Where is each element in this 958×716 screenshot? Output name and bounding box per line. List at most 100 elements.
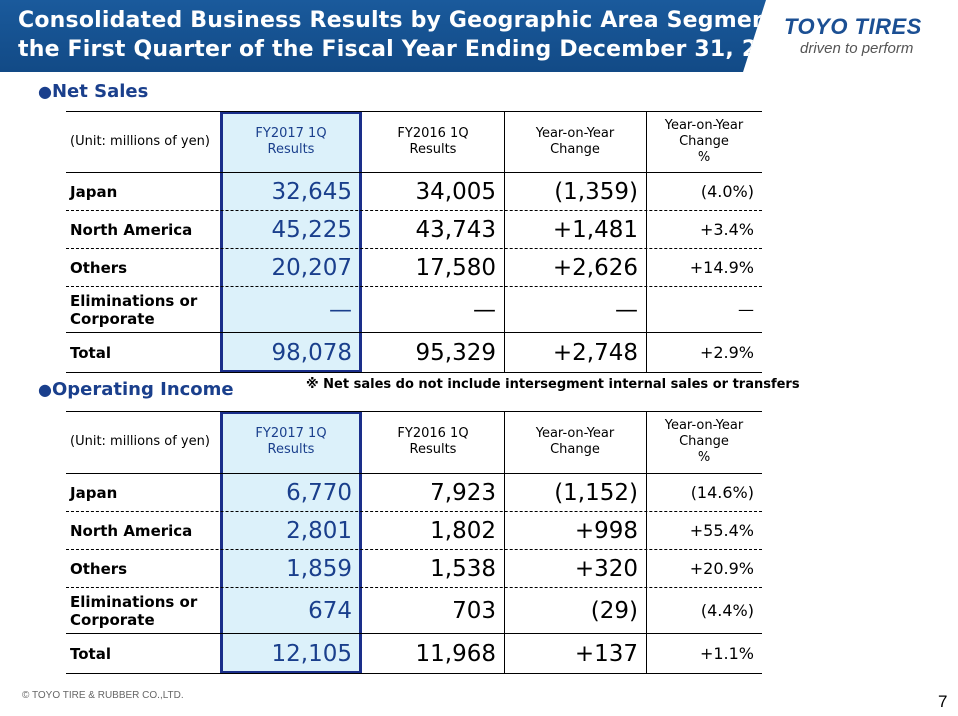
row-label: Eliminations or Corporate	[70, 592, 198, 629]
row-label: Total	[70, 644, 111, 663]
cell-fy2017: 674	[308, 597, 352, 624]
cell-yoy-change: +2,626	[552, 254, 638, 281]
table-rule	[66, 411, 762, 412]
cell-yoy-change: (29)	[590, 597, 638, 624]
cell-yoy-percent: +1.1%	[699, 644, 754, 663]
table-rule	[66, 372, 762, 373]
highlight-column	[220, 411, 362, 674]
cell-yoy-change: (1,359)	[554, 178, 638, 205]
cell-fy2017: 12,105	[271, 640, 352, 667]
title-bar: Consolidated Business Results by Geograp…	[0, 0, 766, 72]
column-header-yoy-change: Year-on-Year Change	[535, 426, 615, 457]
column-divider	[646, 111, 647, 373]
cell-fy2017: 98,078	[271, 339, 352, 366]
cell-fy2016: 7,923	[430, 479, 496, 506]
cell-fy2017: 20,207	[271, 254, 352, 281]
cell-yoy-percent: (4.4%)	[700, 601, 754, 620]
slide-title-line-1: Consolidated Business Results by Geograp…	[18, 8, 823, 33]
cell-yoy-percent: +55.4%	[689, 521, 754, 540]
cell-fy2016: 1,802	[430, 517, 496, 544]
cell-yoy-percent: +20.9%	[689, 559, 754, 578]
cell-yoy-percent: +2.9%	[699, 343, 754, 362]
unit-label: (Unit: millions of yen)	[70, 434, 210, 449]
logo-wordmark: TOYO TIRES	[784, 14, 922, 39]
cell-fy2016: 34,005	[415, 178, 496, 205]
bullet-icon: ●	[38, 380, 52, 399]
row-divider	[66, 286, 762, 287]
slide-header: Consolidated Business Results by Geograp…	[0, 0, 958, 72]
cell-fy2016: 1,538	[430, 555, 496, 582]
table-row-total: Total 12,105 11,968 +137 +1.1%	[66, 634, 762, 673]
cell-yoy-percent: —	[738, 300, 754, 319]
slide-title-line-2: the First Quarter of the Fiscal Year End…	[18, 37, 804, 62]
column-divider	[504, 411, 505, 674]
cell-yoy-percent: +14.9%	[689, 258, 754, 277]
table-rule	[66, 633, 762, 634]
table-header-row: (Unit: millions of yen) FY2017 1Q Results…	[66, 111, 762, 172]
net-sales-heading: ●Net Sales	[38, 81, 148, 102]
cell-yoy-change: +1,481	[552, 216, 638, 243]
table-row: Others 1,859 1,538 +320 +20.9%	[66, 550, 762, 587]
table-rule	[66, 111, 762, 112]
table-header-row: (Unit: millions of yen) FY2017 1Q Results…	[66, 411, 762, 473]
column-header-fy2016: FY2016 1Q Results	[397, 426, 469, 457]
cell-fy2016: 11,968	[415, 640, 496, 667]
cell-fy2016: 703	[452, 597, 496, 624]
row-label: Japan	[70, 182, 118, 201]
table-row: Eliminations or Corporate 674 703 (29) (4…	[66, 588, 762, 633]
table-row: Eliminations or Corporate — — — —	[66, 287, 762, 332]
page-number: 7	[938, 692, 948, 711]
cell-fy2017: 1,859	[286, 555, 352, 582]
row-divider	[66, 210, 762, 211]
operating-income-heading-text: Operating Income	[51, 379, 234, 400]
cell-fy2017: 2,801	[286, 517, 352, 544]
column-header-yoy-change: Year-on-Year Change	[535, 125, 615, 157]
cell-yoy-change: +2,748	[552, 339, 638, 366]
table-rule	[66, 332, 762, 333]
cell-fy2017: 32,645	[271, 178, 352, 205]
table-row: Japan 32,645 34,005 (1,359) (4.0%)	[66, 173, 762, 210]
cell-yoy-change: (1,152)	[554, 479, 638, 506]
row-label: Others	[70, 559, 128, 578]
cell-fy2016: 43,743	[415, 216, 496, 243]
operating-income-heading: ●Operating Income	[38, 379, 234, 400]
footnote: ※ Net sales do not include intersegment …	[306, 377, 800, 392]
cell-yoy-percent: (4.0%)	[700, 182, 754, 201]
cell-yoy-percent: (14.6%)	[690, 483, 754, 502]
cell-fy2017: 6,770	[286, 479, 352, 506]
table-rule	[66, 473, 762, 474]
copyright-notice: © TOYO TIRE & RUBBER CO.,LTD.	[22, 690, 184, 701]
table-row: North America 2,801 1,802 +998 +55.4%	[66, 512, 762, 549]
net-sales-table: (Unit: millions of yen) FY2017 1Q Results…	[66, 111, 762, 373]
column-header-fy2016: FY2016 1Q Results	[397, 125, 469, 157]
cell-fy2016: 95,329	[415, 339, 496, 366]
column-divider	[504, 111, 505, 373]
table-row-total: Total 98,078 95,329 +2,748 +2.9%	[66, 333, 762, 372]
unit-label: (Unit: millions of yen)	[70, 133, 210, 149]
cell-fy2016: —	[473, 296, 496, 323]
row-label: North America	[70, 220, 193, 239]
row-divider	[66, 511, 762, 512]
cell-fy2017: —	[329, 296, 352, 323]
cell-fy2017: 45,225	[271, 216, 352, 243]
operating-income-table: (Unit: millions of yen) FY2017 1Q Results…	[66, 411, 762, 674]
table-rule	[66, 673, 762, 674]
column-header-yoy-percent: Year-on-Year Change%	[664, 117, 744, 165]
row-label: Total	[70, 343, 111, 362]
cell-fy2016: 17,580	[415, 254, 496, 281]
cell-yoy-change: +320	[574, 555, 638, 582]
row-divider	[66, 549, 762, 550]
cell-yoy-change: +137	[574, 640, 638, 667]
row-label: Eliminations or Corporate	[70, 291, 198, 328]
row-divider	[66, 248, 762, 249]
table-row: Japan 6,770 7,923 (1,152) (14.6%)	[66, 474, 762, 511]
row-label: Japan	[70, 483, 118, 502]
row-divider	[66, 587, 762, 588]
company-logo: TOYO TIRES driven to perform	[784, 14, 948, 62]
column-header-fy2017: FY2017 1Q Results	[255, 426, 327, 457]
net-sales-heading-text: Net Sales	[51, 81, 149, 102]
highlight-column	[220, 111, 362, 373]
column-header-fy2017: FY2017 1Q Results	[255, 125, 327, 157]
logo-tagline: driven to perform	[800, 40, 914, 57]
column-header-yoy-percent: Year-on-Year Change%	[664, 418, 744, 465]
